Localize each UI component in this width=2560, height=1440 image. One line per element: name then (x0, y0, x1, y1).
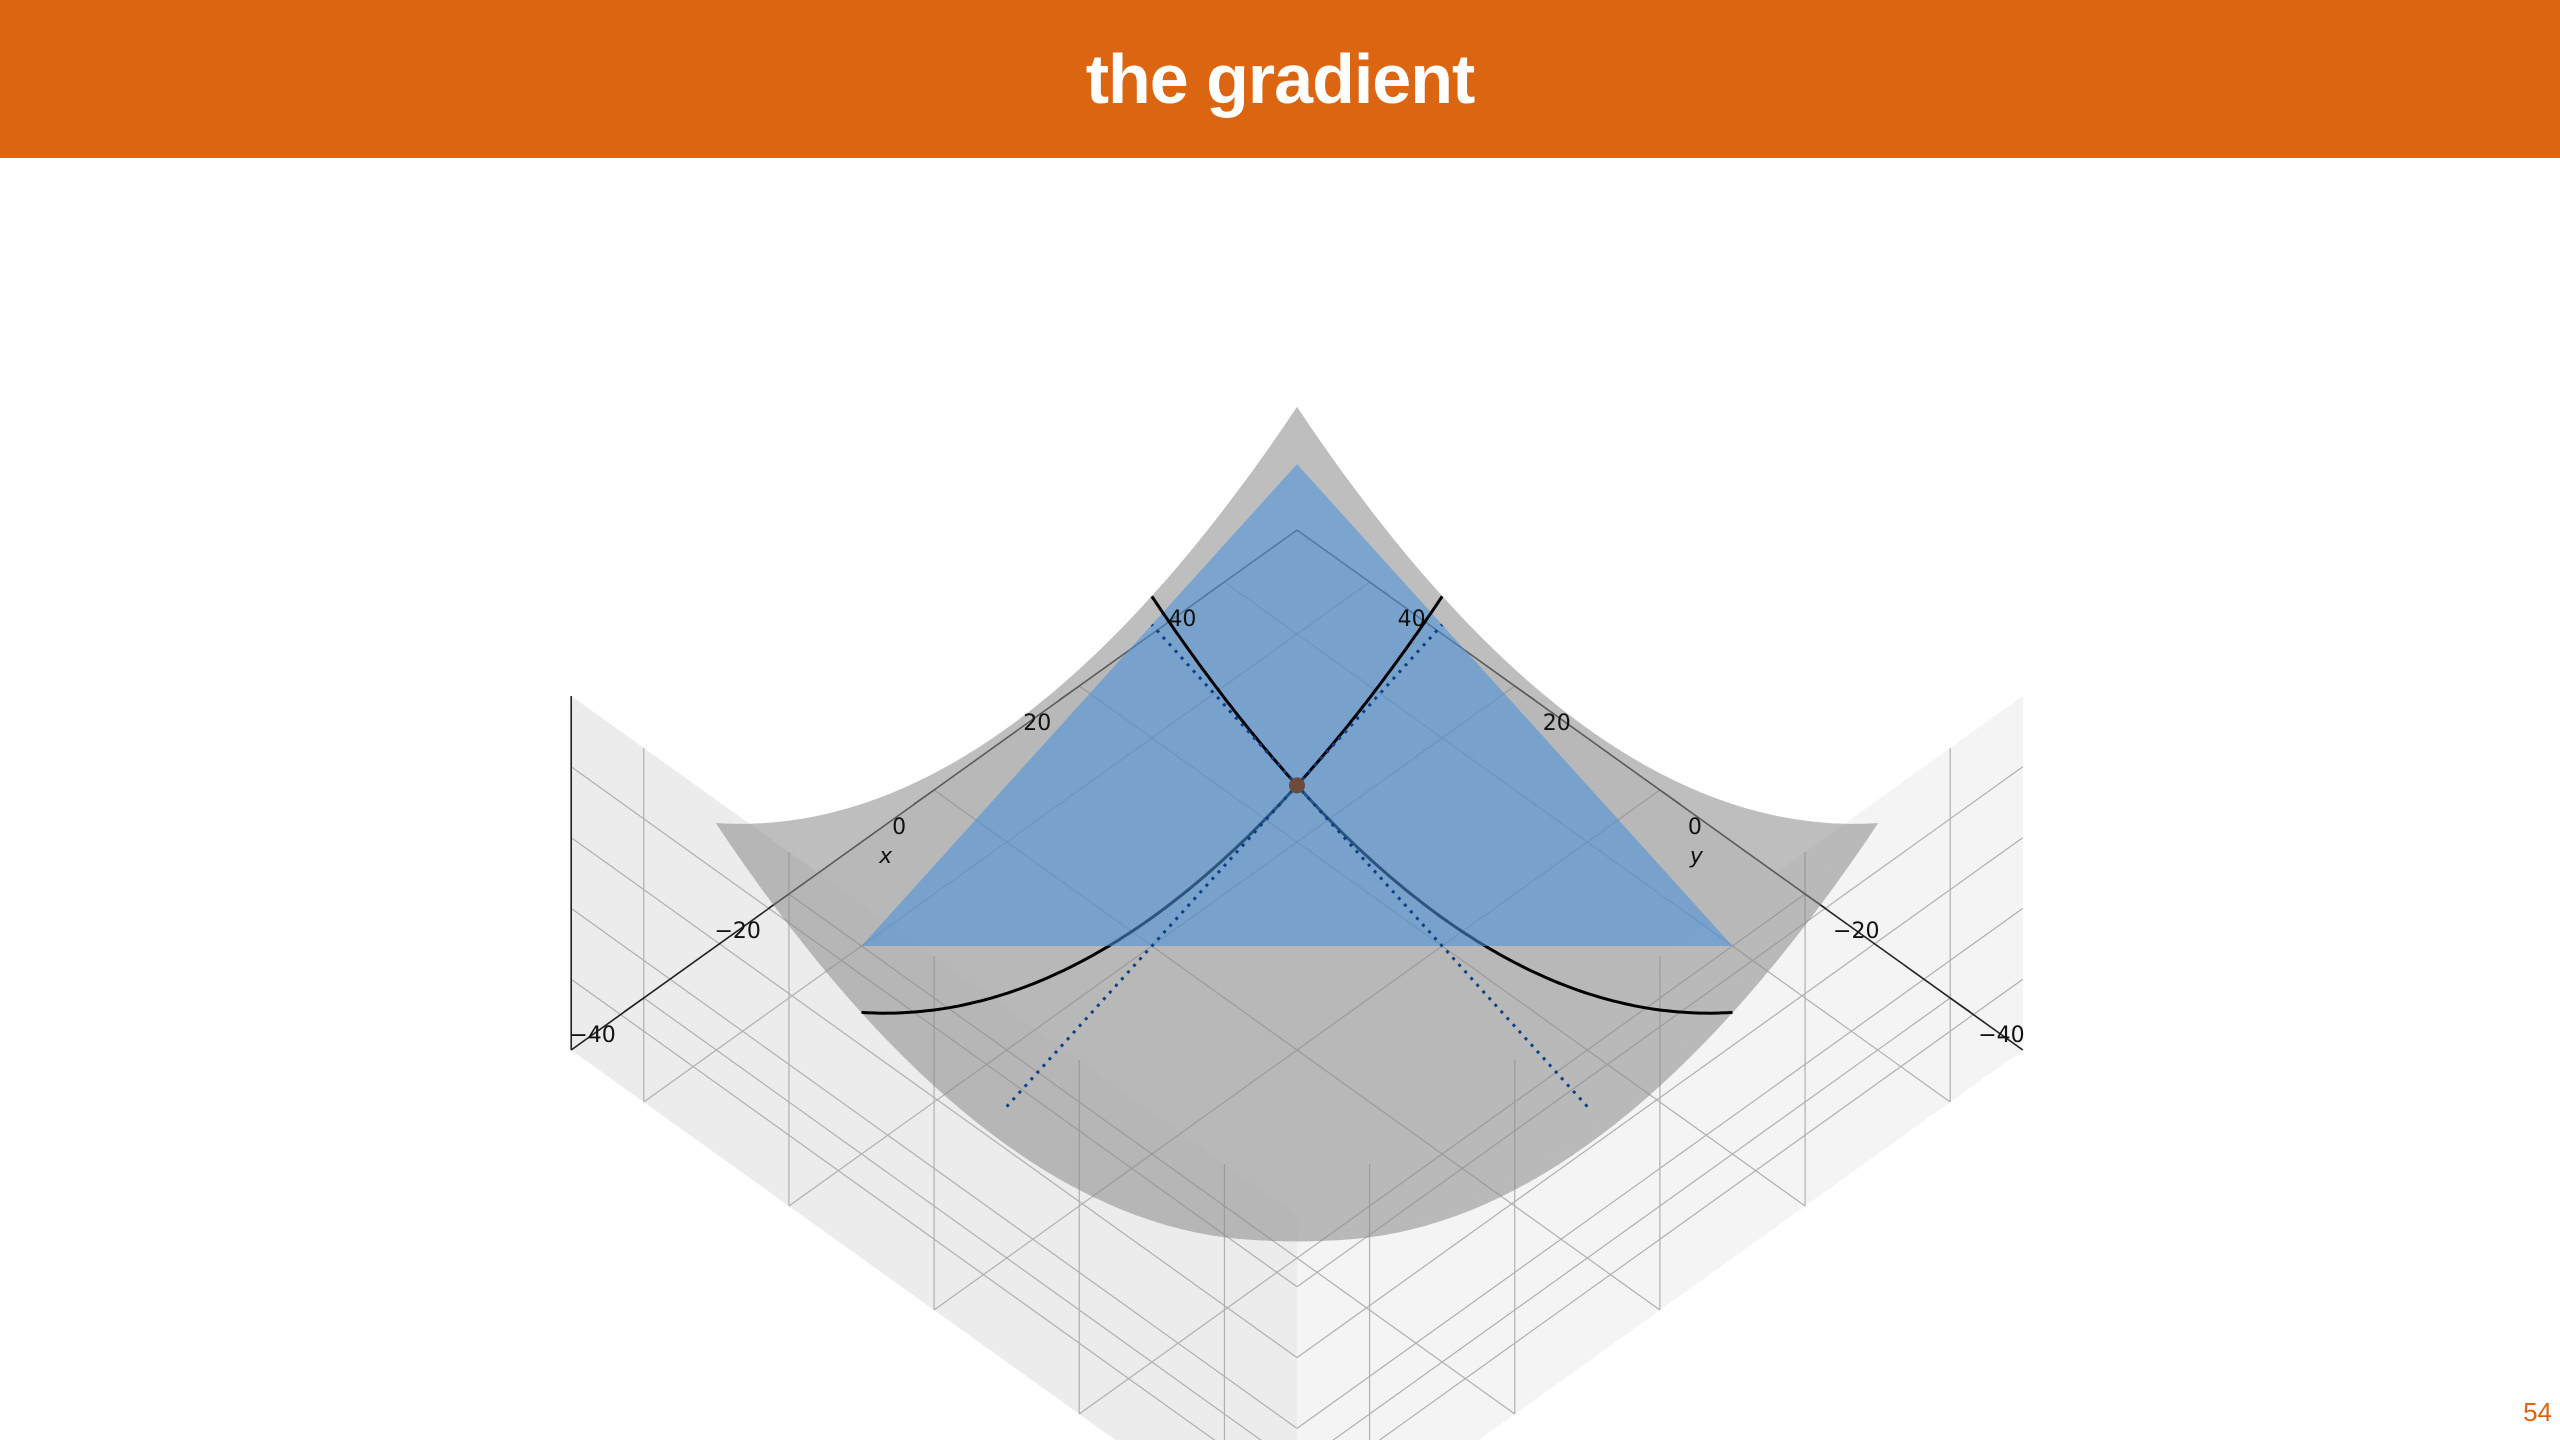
y-tick-mark (1949, 997, 1971, 1013)
y-tick-label: −40 (1978, 1023, 2024, 1048)
x-tick-mark (623, 997, 645, 1013)
y-tick-label: 0 (1688, 815, 1702, 840)
tangent-plane (861, 464, 1733, 946)
wall-gridline-z (570, 837, 1298, 1359)
tangent-point (1289, 777, 1305, 794)
page-number: 54 (2523, 1397, 2552, 1427)
title-bar: the gradient (0, 0, 2560, 158)
surface-patch (1282, 406, 1312, 451)
wall-gridline-z (1296, 907, 2024, 1429)
y-axis-label: y (1689, 844, 1704, 869)
wall-gridline-z (570, 978, 1216, 1440)
y-tick-label: −20 (1833, 919, 1879, 944)
tangent-dotted-line (1150, 623, 1589, 1108)
tangent-dotted-line (1005, 623, 1444, 1108)
x-tick-label: −40 (569, 1023, 615, 1048)
floor-gridline-y (1332, 997, 1951, 1440)
x-tick-label: 0 (892, 815, 906, 840)
y-tick-label: 20 (1543, 711, 1571, 736)
x-tick-label: 40 (1168, 607, 1196, 632)
slide-title: the gradient (1085, 40, 1476, 118)
x-axis-label: x (878, 844, 893, 869)
x-tick-label: 20 (1023, 711, 1051, 736)
wall-gridline-z (1378, 978, 2024, 1440)
y-tick-label: 40 (1398, 607, 1426, 632)
wall-gridline-z (1296, 837, 2024, 1359)
x-tick-label: −20 (715, 919, 761, 944)
wall-gridline-z (570, 907, 1298, 1429)
